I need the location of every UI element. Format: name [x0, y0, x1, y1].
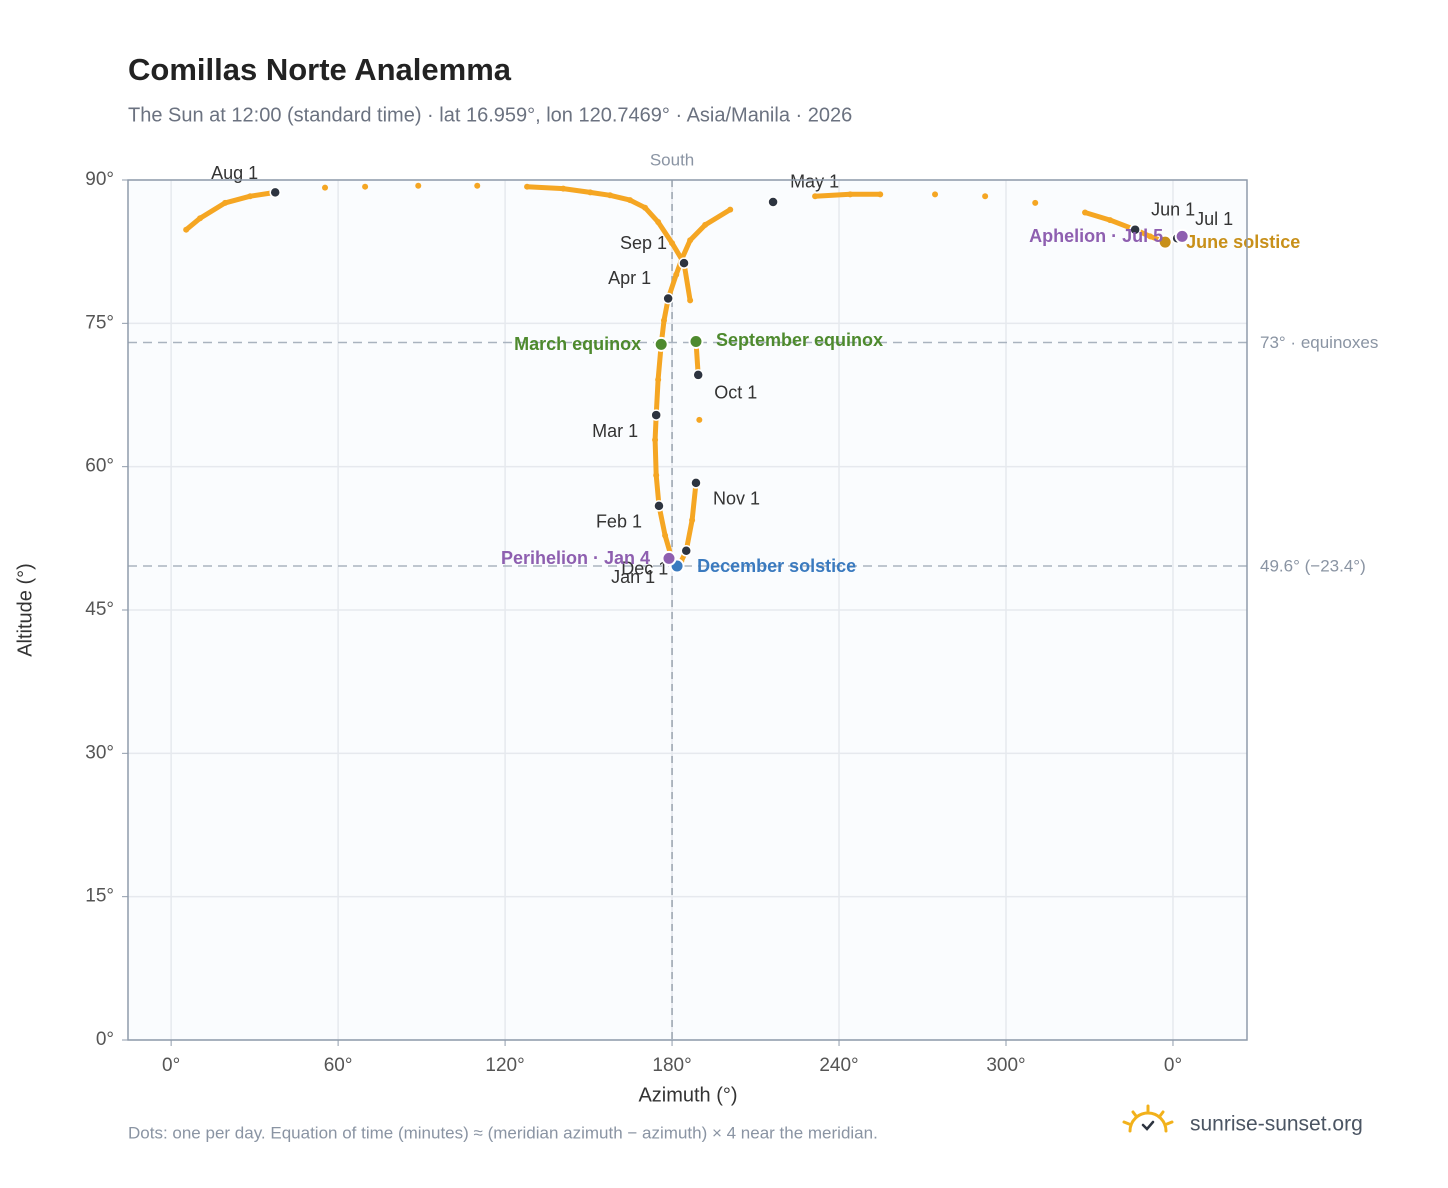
- event-label: December solstice: [697, 556, 856, 576]
- reference-label: 49.6° (−23.4°): [1260, 557, 1366, 576]
- day-dot: [1147, 233, 1154, 240]
- day-dot: [362, 183, 369, 190]
- event-dot: [661, 550, 677, 566]
- event-label: March equinox: [514, 334, 641, 354]
- day-dot: [696, 416, 703, 423]
- footnote: Dots: one per day. Equation of time (min…: [128, 1123, 878, 1142]
- day-dot: [689, 517, 696, 524]
- brand-logo: [1122, 1104, 1174, 1133]
- day-dot: [653, 472, 660, 479]
- event-label: Perihelion · Jan 4: [501, 548, 650, 568]
- day-dot: [606, 192, 613, 199]
- x-axis-label: Azimuth (°): [638, 1084, 737, 1106]
- y-tick-label: 75°: [85, 312, 114, 333]
- date-label: Nov 1: [713, 489, 760, 509]
- reference-label: 73° · equinoxes: [1260, 333, 1378, 352]
- day-dot: [627, 197, 634, 204]
- y-tick-label: 15°: [85, 886, 114, 907]
- day-dot: [932, 191, 939, 198]
- day-dot: [660, 317, 667, 324]
- day-dot: [982, 193, 989, 200]
- day-dot: [247, 193, 254, 200]
- day-dot: [847, 191, 854, 198]
- date-label: Sep 1: [620, 233, 667, 253]
- date-label: Jul 1: [1195, 209, 1233, 229]
- date-label: Feb 1: [596, 512, 642, 532]
- day-dot: [183, 226, 190, 233]
- date-dot: [653, 500, 665, 512]
- date-dot: [680, 545, 692, 557]
- day-dot: [673, 271, 680, 278]
- day-dot: [560, 185, 567, 192]
- event-dot: [688, 333, 704, 349]
- day-dot: [222, 199, 229, 206]
- date-dot: [662, 292, 674, 305]
- y-tick-label: 30°: [85, 742, 114, 763]
- day-dot: [642, 204, 649, 211]
- day-dot: [587, 189, 594, 196]
- day-dot: [655, 376, 662, 383]
- date-dot: [678, 257, 690, 269]
- day-dot: [322, 184, 329, 191]
- event-label: September equinox: [716, 330, 883, 350]
- day-dot: [655, 219, 662, 226]
- y-tick-label: 90°: [85, 169, 114, 190]
- meridian-label: South: [650, 150, 694, 169]
- x-tick-label: 300°: [986, 1055, 1025, 1076]
- day-dot: [687, 237, 694, 244]
- date-label: Jan 1: [611, 567, 655, 587]
- date-label: Apr 1: [608, 268, 651, 288]
- day-dot: [669, 240, 676, 247]
- day-dot: [652, 436, 659, 443]
- x-tick-label: 240°: [819, 1055, 858, 1076]
- y-axis-label: Altitude (°): [14, 563, 36, 657]
- day-dot: [415, 182, 422, 189]
- date-label: Jun 1: [1151, 199, 1195, 219]
- chart-title: Comillas Norte Analemma: [128, 52, 512, 87]
- day-dot: [727, 206, 734, 213]
- date-dot: [767, 196, 779, 208]
- date-label: Dec 1: [621, 559, 668, 579]
- day-dot: [474, 182, 481, 189]
- date-dot: [692, 369, 704, 381]
- x-tick-label: 60°: [324, 1055, 353, 1076]
- chart-subtitle: The Sun at 12:00 (standard time) · lat 1…: [128, 104, 852, 126]
- y-tick-label: 0°: [96, 1029, 114, 1050]
- day-dot: [877, 191, 884, 198]
- day-dot: [702, 221, 709, 228]
- marks: Jan 1 Feb 1 Mar 1 Apr 1 May 1 Jun 1 Jul 1 Aug 1…: [183, 163, 1300, 587]
- y-tick-label: 60°: [85, 456, 114, 477]
- day-dot: [662, 532, 669, 539]
- y-tick-label: 45°: [85, 599, 114, 620]
- x-tick-label: 0°: [1164, 1055, 1182, 1076]
- date-label: Aug 1: [211, 163, 258, 183]
- day-dot: [1107, 217, 1114, 224]
- date-dot: [690, 477, 702, 489]
- date-dot: [650, 409, 662, 421]
- event-label: June solstice: [1186, 232, 1300, 252]
- event-label: Aphelion · Jul 5: [1029, 226, 1163, 246]
- x-tick-label: 120°: [485, 1055, 524, 1076]
- date-label: Mar 1: [592, 421, 638, 441]
- day-dot: [1032, 199, 1039, 206]
- day-dot: [524, 183, 531, 190]
- date-dot: [1129, 223, 1141, 236]
- event-dot: [1174, 228, 1190, 244]
- x-tick-label: 180°: [652, 1055, 691, 1076]
- event-dot: [653, 336, 669, 352]
- date-label: Oct 1: [714, 383, 757, 403]
- day-dot: [687, 297, 694, 304]
- date-label: May 1: [790, 172, 839, 192]
- day-dot: [197, 215, 204, 222]
- day-dot: [812, 193, 819, 200]
- brand: sunrise-sunset.org: [1190, 1113, 1363, 1136]
- x-tick-label: 0°: [162, 1055, 180, 1076]
- date-dot: [269, 186, 281, 199]
- event-dot: [1157, 234, 1173, 250]
- day-dot: [1082, 209, 1089, 216]
